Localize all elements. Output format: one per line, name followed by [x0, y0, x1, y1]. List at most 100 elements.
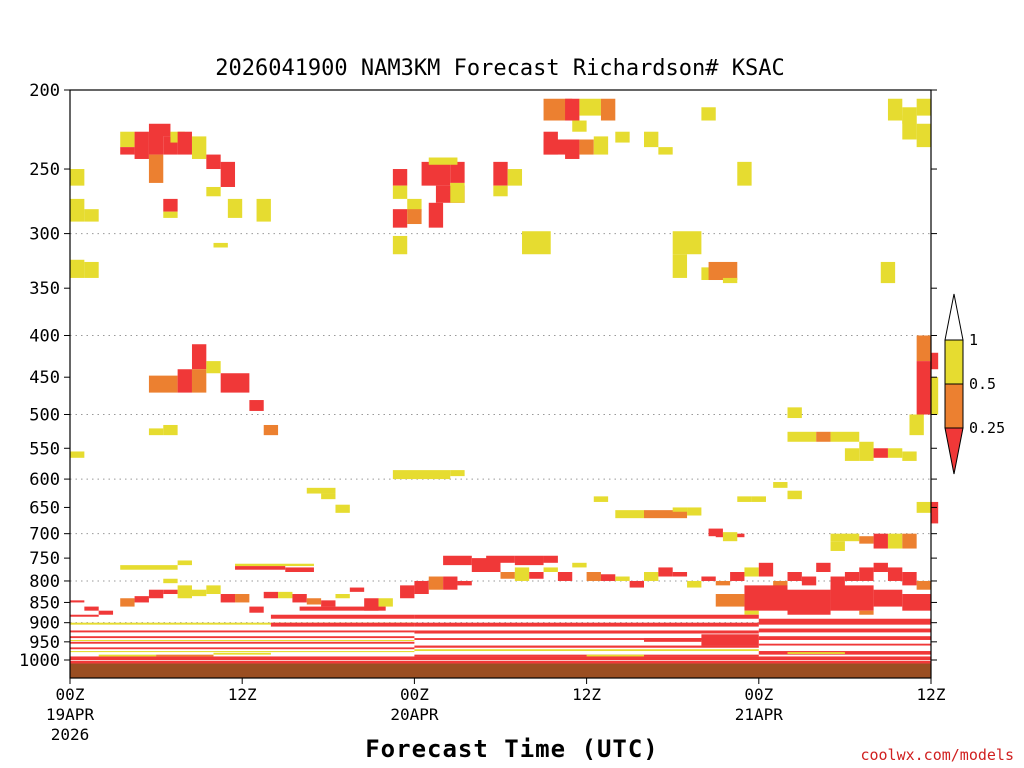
x-tick-label: 12Z [917, 685, 946, 704]
y-tick-label: 300 [29, 225, 60, 245]
heatmap-cell [220, 594, 236, 603]
y-tick-label: 400 [29, 326, 60, 346]
heatmap-cell [98, 610, 114, 615]
heatmap-cell [787, 431, 817, 442]
heatmap-cell [600, 98, 616, 121]
heatmap-cell [579, 98, 601, 116]
heatmap-cell [615, 510, 644, 519]
heatmap-cell [84, 261, 99, 278]
heatmap-cell [658, 567, 673, 577]
heatmap-cell [414, 630, 759, 634]
y-tick-label: 500 [29, 406, 60, 426]
heatmap-cell [902, 451, 917, 461]
heatmap-cell [163, 578, 178, 584]
heatmap-cell [163, 589, 178, 595]
heatmap-cell [507, 169, 523, 186]
y-tick-label: 200 [29, 81, 60, 101]
heatmap-cell [701, 576, 716, 581]
heatmap-cell [70, 656, 931, 660]
y-tick-label: 250 [29, 160, 60, 180]
heatmap-cell [493, 185, 508, 197]
heatmap-cell [407, 198, 422, 212]
heatmap-cell [213, 652, 271, 655]
heatmap-cell [148, 131, 164, 155]
heatmap-cell [873, 562, 888, 573]
heatmap-cell [644, 572, 659, 581]
heatmap-cell [816, 431, 831, 442]
y-tick-label: 950 [29, 633, 60, 653]
plot-frame [69, 89, 932, 679]
heatmap-cell [177, 369, 192, 393]
credit-text: coolwx.com/models [860, 746, 1014, 764]
heatmap-cell [299, 606, 386, 611]
heatmap-cell [270, 622, 415, 627]
heatmap-cell [931, 501, 939, 524]
heatmap-cell [206, 361, 221, 374]
y-tick-label: 550 [29, 439, 60, 459]
legend-arrow-bottom [944, 427, 964, 475]
heatmap-cell [787, 589, 831, 615]
heatmap-cell [514, 555, 544, 566]
heatmap-cell [70, 636, 415, 639]
heatmap-cell [443, 555, 472, 566]
heatmap-cell [514, 567, 530, 581]
heatmap-cell [306, 598, 322, 605]
heatmap-cell [163, 424, 178, 436]
y-tick-label: 850 [29, 593, 60, 613]
heatmap-cell [522, 231, 551, 255]
heatmap-cell [916, 98, 931, 116]
heatmap-cell [392, 209, 408, 228]
legend-swatch [944, 339, 964, 385]
heatmap-cell [672, 507, 688, 512]
heatmap-cell [421, 161, 451, 186]
x-tick-date: 20APR [390, 705, 439, 724]
heatmap-cell [629, 580, 644, 588]
heatmap-cell [428, 157, 458, 165]
x-tick-date: 19APR [46, 705, 95, 724]
heatmap-cell [84, 606, 99, 611]
heatmap-cell [715, 580, 731, 586]
heatmap-cell [758, 636, 931, 640]
heatmap-cell [414, 614, 759, 619]
heatmap-cell [414, 622, 759, 627]
heatmap-cell [887, 448, 903, 458]
heatmap-cell [84, 209, 99, 222]
y-tick-label: 750 [29, 549, 60, 569]
heatmap-cell [206, 186, 221, 197]
heatmap-cell [70, 660, 931, 664]
heatmap-cell [428, 202, 444, 228]
heatmap-cell [687, 580, 702, 588]
heatmap-cell [400, 585, 415, 599]
heatmap-cell [177, 560, 192, 566]
heatmap-cell [270, 614, 415, 619]
heatmap-cells [70, 98, 939, 664]
heatmap-cell [148, 123, 171, 137]
heatmap-cell [235, 563, 314, 567]
heatmap-cell [909, 414, 924, 436]
heatmap-cell [177, 585, 192, 599]
y-tick-label: 900 [29, 614, 60, 634]
heatmap-cell [414, 638, 759, 640]
heatmap-cell [70, 451, 85, 458]
heatmap-cell [586, 654, 644, 657]
heatmap-cell [859, 536, 874, 544]
heatmap-cell [321, 493, 336, 500]
heatmap-cell [557, 572, 573, 581]
heatmap-cell [902, 594, 931, 611]
heatmap-cell [177, 131, 192, 155]
heatmap-cell [148, 589, 164, 599]
heatmap-cell [887, 98, 903, 121]
heatmap-cell [730, 572, 745, 581]
heatmap-cell [163, 211, 178, 218]
heatmap-cell [249, 606, 264, 613]
heatmap-cell [672, 254, 688, 278]
heatmap-cell [744, 567, 759, 577]
heatmap-cell [758, 628, 931, 633]
heatmap-cell [701, 107, 716, 121]
heatmap-cell [263, 591, 279, 599]
heatmap-cell [644, 131, 659, 148]
heatmap-cell [873, 589, 903, 607]
gridlines [70, 233, 931, 624]
heatmap-cell [457, 580, 472, 586]
heatmap-cell [450, 161, 465, 183]
